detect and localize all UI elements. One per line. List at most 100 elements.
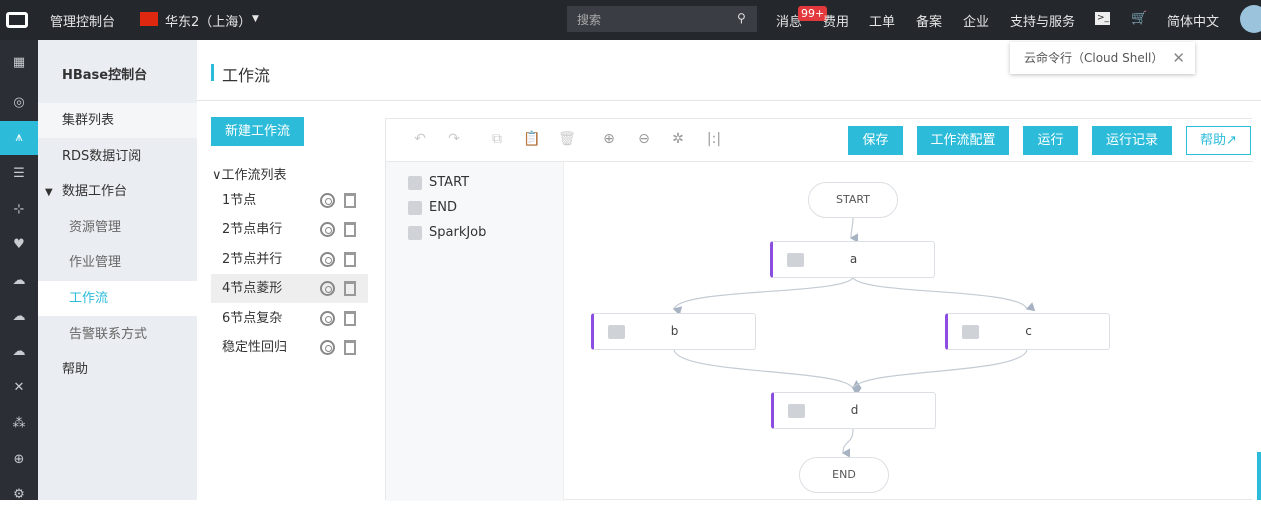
sidebar-item-jobs[interactable]: 作业管理 bbox=[69, 255, 122, 270]
china-flag-icon bbox=[140, 12, 158, 26]
edge-a-b bbox=[672, 277, 854, 316]
redo-icon[interactable]: ↷ bbox=[448, 131, 460, 147]
node-a[interactable]: a bbox=[770, 241, 935, 278]
cloud-upload-icon[interactable]: ☁ bbox=[12, 344, 26, 359]
node-c[interactable]: c bbox=[945, 313, 1110, 350]
apps-grid-icon[interactable]: ▦ bbox=[12, 55, 26, 70]
workflow-list-item[interactable]: 1节点 bbox=[211, 186, 368, 215]
list-title-text: 工作流列表 bbox=[221, 168, 287, 183]
workflow-list-item[interactable]: 2节点串行 bbox=[211, 215, 368, 244]
chevron-down-icon[interactable]: ▼ bbox=[252, 14, 259, 24]
workflow-name: 1节点 bbox=[222, 193, 257, 208]
workflow-list-item[interactable]: 4节点菱形 bbox=[211, 274, 368, 304]
copy-icon[interactable]: ⧉ bbox=[492, 131, 502, 147]
fit-view-icon[interactable]: ✲ bbox=[672, 131, 684, 147]
language-selector[interactable]: 简体中文 bbox=[1167, 15, 1220, 30]
run-history-button[interactable]: 运行记录 bbox=[1092, 126, 1172, 155]
scrollbar[interactable] bbox=[1257, 452, 1261, 500]
console-link[interactable]: 管理控制台 bbox=[50, 15, 116, 30]
sidebar-item-resources[interactable]: 资源管理 bbox=[69, 220, 122, 235]
undo-icon[interactable]: ↶ bbox=[414, 131, 426, 147]
workflow-list-item[interactable]: 稳定性回归 bbox=[211, 333, 368, 362]
workflow-list-title[interactable]: ∨工作流列表 bbox=[212, 164, 287, 183]
node-palette: START END SparkJob bbox=[386, 162, 564, 501]
trash-icon[interactable] bbox=[344, 193, 356, 208]
help-button[interactable]: 帮助↗ bbox=[1186, 126, 1251, 155]
region-selector[interactable]: 华东2（上海） bbox=[165, 15, 252, 30]
node-label: c bbox=[1025, 324, 1032, 338]
run-button[interactable]: 运行 bbox=[1023, 126, 1078, 155]
trash-icon[interactable] bbox=[344, 340, 356, 355]
cart-icon[interactable]: 🛒 bbox=[1131, 11, 1148, 26]
node-start[interactable]: START bbox=[808, 182, 898, 218]
paste-icon[interactable]: 📋 bbox=[523, 131, 541, 147]
hbase-icon[interactable]: ⩚ bbox=[0, 121, 38, 155]
save-button[interactable]: 保存 bbox=[848, 126, 903, 155]
edge-b-d bbox=[673, 349, 862, 389]
search-product-icon[interactable]: ◎ bbox=[13, 95, 25, 110]
workflow-config-button[interactable]: 工作流配置 bbox=[917, 126, 1009, 155]
close-icon[interactable]: ✕ bbox=[1172, 49, 1185, 67]
node-end[interactable]: END bbox=[799, 457, 889, 493]
gear-icon[interactable] bbox=[320, 340, 335, 355]
trash-icon[interactable] bbox=[344, 310, 356, 326]
zoom-out-icon[interactable]: ⊖ bbox=[638, 131, 650, 147]
cross-nodes-icon[interactable]: ✕ bbox=[13, 380, 25, 395]
cloud-stack-icon[interactable]: ☁ bbox=[12, 309, 26, 324]
cloud-shell-icon[interactable]: >_ bbox=[1095, 12, 1110, 25]
gear-icon[interactable] bbox=[320, 281, 335, 297]
cluster-icon[interactable]: ⁂ bbox=[12, 416, 26, 431]
billing-link[interactable]: 费用 bbox=[823, 15, 850, 30]
palette-item-start[interactable]: START bbox=[408, 173, 469, 193]
search-input[interactable]: 搜索 ⚲ bbox=[567, 6, 757, 32]
sidebar-item-help[interactable]: 帮助 bbox=[62, 362, 89, 377]
enterprise-link[interactable]: 企业 bbox=[963, 15, 990, 30]
node-icon bbox=[787, 253, 804, 267]
new-workflow-button[interactable]: 新建工作流 bbox=[211, 117, 304, 146]
edge-start-a bbox=[849, 217, 859, 243]
tickets-link[interactable]: 工单 bbox=[869, 15, 896, 30]
node-icon bbox=[408, 176, 422, 190]
sidebar-item-workbench[interactable]: 数据工作台 bbox=[62, 184, 128, 199]
editor-toolbar: ↶ ↷ ⧉ 📋 🗑 ⊕ ⊖ ✲ |:| 保存 工作流配置 运行 运行记录 帮助↗ bbox=[386, 119, 1253, 162]
gear-icon[interactable] bbox=[320, 251, 335, 267]
trash-icon[interactable] bbox=[344, 281, 356, 297]
messages-link[interactable]: 消息 bbox=[776, 15, 803, 30]
gear-icon[interactable] bbox=[320, 193, 335, 208]
edge-a-c bbox=[852, 277, 1036, 312]
workflow-list-item[interactable]: 2节点并行 bbox=[211, 245, 368, 274]
network-icon[interactable]: ⊹ bbox=[13, 202, 25, 217]
support-link[interactable]: 支持与服务 bbox=[1010, 15, 1076, 30]
gear-icon[interactable] bbox=[320, 222, 335, 238]
search-icon[interactable]: ⚲ bbox=[737, 11, 746, 25]
sidebar-item-clusters[interactable]: 集群列表 bbox=[38, 103, 197, 138]
workflow-name: 2节点串行 bbox=[222, 222, 283, 238]
avatar[interactable] bbox=[1240, 5, 1261, 33]
aliyun-logo-icon[interactable] bbox=[6, 12, 28, 28]
palette-item-sparkjob[interactable]: SparkJob bbox=[408, 223, 486, 243]
icp-link[interactable]: 备案 bbox=[916, 15, 943, 30]
globe-icon[interactable]: ⊕ bbox=[13, 452, 25, 467]
actual-size-icon[interactable]: |:| bbox=[706, 131, 722, 147]
delete-icon[interactable]: 🗑 bbox=[558, 131, 576, 147]
cloud-icon[interactable]: ☁ bbox=[12, 273, 26, 288]
trash-icon[interactable] bbox=[344, 251, 356, 267]
trash-icon[interactable] bbox=[344, 222, 356, 238]
page-header: 工作流 bbox=[197, 40, 1261, 101]
workflow-list-item[interactable]: 6节点复杂 bbox=[211, 304, 368, 333]
gear-icon[interactable] bbox=[320, 310, 335, 326]
sidebar-item-workflow[interactable]: 工作流 bbox=[38, 281, 197, 316]
zoom-in-icon[interactable]: ⊕ bbox=[603, 131, 615, 147]
palette-item-end[interactable]: END bbox=[408, 198, 457, 218]
settings-cloud-icon[interactable]: ⚙ bbox=[13, 487, 25, 502]
node-b[interactable]: b bbox=[591, 313, 756, 350]
database-icon[interactable]: ☰ bbox=[13, 166, 25, 181]
sidebar-item-rds[interactable]: RDS数据订阅 bbox=[62, 149, 142, 164]
chevron-down-icon: ∨ bbox=[212, 168, 222, 183]
caret-down-icon[interactable]: ▼ bbox=[45, 187, 53, 198]
node-icon bbox=[408, 226, 422, 240]
sidebar-item-alerts[interactable]: 告警联系方式 bbox=[69, 327, 148, 342]
node-d[interactable]: d bbox=[771, 392, 936, 429]
heart-icon[interactable]: ♥ bbox=[13, 237, 25, 252]
workflow-name: 稳定性回归 bbox=[222, 340, 288, 355]
